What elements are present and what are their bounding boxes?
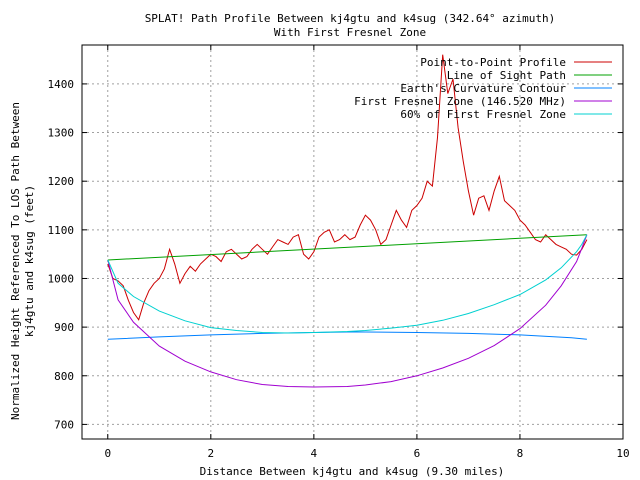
x-tick-label: 6 — [414, 447, 421, 460]
legend-label-0: Point-to-Point Profile — [420, 56, 566, 69]
x-tick-label: 0 — [104, 447, 111, 460]
series-group — [107, 54, 588, 388]
y-tick-label: 900 — [54, 321, 74, 334]
x-tick-label: 8 — [517, 447, 524, 460]
series-line-3 — [107, 234, 588, 388]
x-tick-label: 10 — [616, 447, 629, 460]
y-tick-label: 700 — [54, 418, 74, 431]
y-tick-label: 1300 — [48, 127, 75, 140]
series-line-1 — [107, 234, 587, 261]
x-axis-label: Distance Between kj4gtu and k4sug (9.30 … — [200, 465, 505, 478]
legend-label-1: Line of Sight Path — [447, 69, 566, 82]
y-tick-label: 1100 — [48, 224, 75, 237]
series-line-4 — [107, 234, 588, 334]
x-axis-ticks: 0 2 4 6 8 10 — [104, 45, 630, 460]
y-tick-label: 1400 — [48, 78, 75, 91]
legend-label-2: Earth's Curvature Contour — [400, 82, 566, 95]
plot-border — [81, 44, 624, 440]
series-line-2 — [107, 331, 587, 340]
chart-subtitle: With First Fresnel Zone — [274, 26, 426, 39]
legend-label-3: First Fresnel Zone (146.520 MHz) — [354, 95, 566, 108]
y-tick-label: 800 — [54, 370, 74, 383]
series-line-0 — [107, 54, 588, 321]
y-axis-label-line-1: Normalized Height Referenced To LOS Path… — [9, 102, 22, 420]
x-tick-label: 4 — [311, 447, 318, 460]
y-axis-ticks: 700 800 900 1000 1100 1200 1300 1400 — [48, 78, 623, 431]
y-tick-label: 1200 — [48, 175, 75, 188]
grid-lines — [82, 45, 624, 439]
legend-label-4: 60% of First Fresnel Zone — [400, 108, 566, 121]
x-tick-label: 2 — [207, 447, 214, 460]
chart-title: SPLAT! Path Profile Between kj4gtu and k… — [145, 12, 556, 25]
y-axis-label-line-2: kj4gtu and k4sug (feet) — [23, 185, 36, 337]
y-tick-label: 1000 — [48, 272, 75, 285]
